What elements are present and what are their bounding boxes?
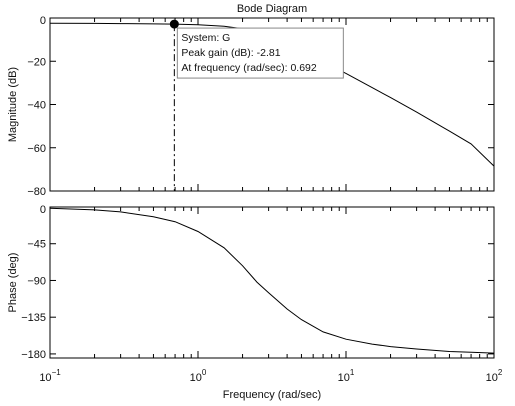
y-tick-label: −20	[27, 56, 46, 68]
y-tick-label: 0	[40, 204, 46, 216]
y-axis-label: Magnitude (dB)	[7, 67, 19, 142]
datatip-box	[176, 27, 344, 79]
y-tick-label: −80	[27, 186, 46, 198]
y-tick-label: −135	[21, 312, 46, 324]
datatip-line: At frequency (rad/sec): 0.692	[181, 62, 317, 74]
magnitude-panel: 0 −20 −40 −60 −80 Magnitude (dB) Bode Diagram S…	[7, 3, 495, 198]
y-tick-label: −180	[21, 349, 46, 361]
y-tick-label: −90	[27, 275, 46, 287]
y-tick-label: −40	[27, 100, 46, 112]
plot-frame	[49, 206, 495, 359]
x-tick-label: 102	[486, 368, 503, 384]
x-axis-label: Frequency (rad/sec)	[223, 389, 321, 401]
x-tick-label: 100	[190, 368, 207, 384]
datatip-line: Peak gain (dB): -2.81	[181, 47, 280, 59]
y-axis-label: Phase (deg)	[7, 253, 19, 313]
series-line	[49, 207, 495, 354]
y-tick-label: −60	[27, 143, 46, 155]
y-tick-label: 0	[40, 15, 46, 27]
peak-marker-point	[169, 19, 179, 29]
x-tick-label: 10−1	[39, 368, 61, 384]
y-tick-label: −45	[27, 239, 46, 251]
chart-title: Bode Diagram	[237, 3, 307, 15]
phase-panel: 0 −45 −90 −135 −180 Phase (deg) 10−1 100 101 102 F…	[7, 204, 503, 401]
datatip-line: System: G	[181, 32, 230, 44]
x-tick-label: 101	[338, 368, 355, 384]
